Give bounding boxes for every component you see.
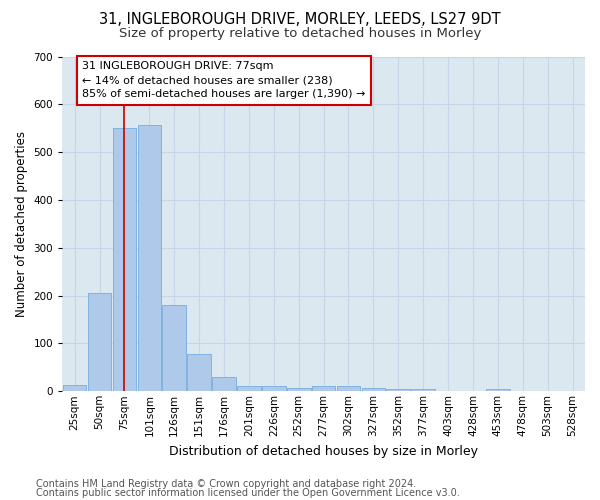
- Bar: [262, 386, 286, 392]
- Bar: [486, 389, 509, 392]
- Bar: [137, 125, 161, 392]
- Bar: [312, 386, 335, 392]
- Bar: [212, 378, 236, 392]
- Bar: [88, 293, 112, 392]
- Bar: [163, 305, 186, 392]
- Bar: [63, 385, 86, 392]
- Bar: [362, 388, 385, 392]
- Bar: [187, 354, 211, 392]
- Text: Contains public sector information licensed under the Open Government Licence v3: Contains public sector information licen…: [36, 488, 460, 498]
- Bar: [386, 389, 410, 392]
- Text: Size of property relative to detached houses in Morley: Size of property relative to detached ho…: [119, 28, 481, 40]
- Bar: [287, 388, 311, 392]
- Bar: [113, 128, 136, 392]
- Text: Contains HM Land Registry data © Crown copyright and database right 2024.: Contains HM Land Registry data © Crown c…: [36, 479, 416, 489]
- Bar: [412, 389, 435, 392]
- Y-axis label: Number of detached properties: Number of detached properties: [15, 131, 28, 317]
- Bar: [337, 386, 361, 392]
- Text: 31, INGLEBOROUGH DRIVE, MORLEY, LEEDS, LS27 9DT: 31, INGLEBOROUGH DRIVE, MORLEY, LEEDS, L…: [99, 12, 501, 28]
- X-axis label: Distribution of detached houses by size in Morley: Distribution of detached houses by size …: [169, 444, 478, 458]
- Bar: [237, 386, 261, 392]
- Text: 31 INGLEBOROUGH DRIVE: 77sqm
← 14% of detached houses are smaller (238)
85% of s: 31 INGLEBOROUGH DRIVE: 77sqm ← 14% of de…: [82, 62, 365, 100]
